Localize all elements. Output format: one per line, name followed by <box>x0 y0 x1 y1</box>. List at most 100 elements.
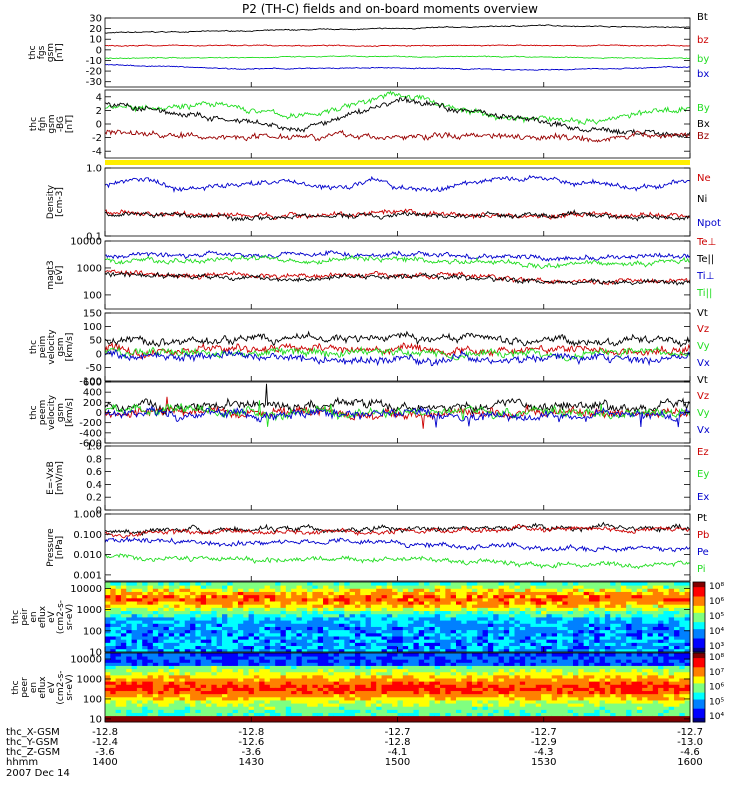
spectrogram-cell <box>424 601 430 605</box>
spectrogram-cell <box>424 715 430 720</box>
spectrogram-cell <box>418 668 425 673</box>
spectrogram-cell <box>604 715 611 720</box>
spectrogram-cell <box>392 617 398 621</box>
spectrogram-cell <box>413 588 420 592</box>
spectrogram-cell <box>434 642 441 647</box>
spectrogram-cell <box>264 636 271 640</box>
spectrogram-cell <box>120 604 127 608</box>
spectrogram-cell <box>642 626 648 631</box>
spectrogram-cell <box>291 607 297 612</box>
spectrogram-cell <box>514 610 521 615</box>
spectrogram-cell <box>365 687 372 692</box>
spectrogram-cell <box>147 623 154 627</box>
spectrogram-cell <box>615 626 622 631</box>
spectrogram-cell <box>429 706 436 710</box>
spectrogram-cell <box>110 604 117 608</box>
spectrogram-cell <box>546 668 553 673</box>
spectrogram-cell <box>386 687 393 692</box>
spectrogram-cell <box>434 648 441 653</box>
spectrogram-cell <box>631 659 638 663</box>
spectrogram-cell <box>211 585 218 589</box>
spectrogram-cell <box>397 591 404 596</box>
spectrogram-cell <box>674 610 680 615</box>
spectrogram-cell <box>674 597 680 602</box>
spectrogram-cell <box>514 648 521 653</box>
spectrogram-cell <box>317 588 324 592</box>
spectrogram-cell <box>200 607 207 612</box>
spectrogram-cell <box>626 601 632 605</box>
spectrogram-cell <box>386 620 393 624</box>
spectrogram-cell <box>376 604 382 608</box>
spectrogram-cell <box>158 623 164 627</box>
spectrogram-cell <box>168 620 175 624</box>
spectrogram-cell <box>588 712 595 717</box>
spectrogram-cell <box>237 684 244 688</box>
spectrogram-cell <box>647 582 654 586</box>
spectrogram-cell <box>519 613 526 618</box>
spectrogram-cell <box>301 706 308 710</box>
spectrogram-cell <box>434 632 441 637</box>
spectrogram-cell <box>604 642 611 647</box>
spectrogram-cell <box>557 623 563 627</box>
spectrogram-cell <box>440 696 446 701</box>
spectrogram-cell <box>594 700 600 704</box>
y-axis-label: gsm <box>56 403 66 422</box>
spectrogram-cell <box>317 671 324 676</box>
spectrogram-cell <box>158 601 164 605</box>
spectrogram-cell <box>626 629 632 634</box>
spectrogram-cell <box>541 642 547 647</box>
spectrogram-cell <box>583 703 590 707</box>
spectrogram-cell <box>514 632 521 637</box>
spectrogram-cell <box>227 659 234 663</box>
spectrogram-cell <box>120 656 127 660</box>
spectrogram-cell <box>440 620 446 624</box>
spectrogram-cell <box>110 662 117 666</box>
spectrogram-cell <box>232 639 239 643</box>
spectrogram-cell <box>413 718 420 723</box>
spectrogram-cell <box>147 696 154 701</box>
spectrogram-cell <box>588 718 595 723</box>
spectrogram-cell <box>514 653 521 657</box>
spectrogram-cell <box>429 626 436 631</box>
spectrogram-cell <box>636 674 643 679</box>
spectrogram-cell <box>434 610 441 615</box>
spectrogram-cell <box>514 690 521 695</box>
spectrogram-cell <box>684 588 691 592</box>
spectrogram-cell <box>136 674 143 679</box>
spectrogram-cell <box>461 601 468 605</box>
spectrogram-cell <box>296 604 303 608</box>
spectrogram-cell <box>578 645 585 650</box>
spectrogram-cell <box>562 620 569 624</box>
spectrogram-cell <box>333 668 340 673</box>
spectrogram-cell <box>275 597 281 602</box>
spectrogram-cell <box>301 656 308 660</box>
spectrogram-cell <box>434 626 441 631</box>
spectrogram-cell <box>184 604 191 608</box>
spectrogram-cell <box>402 709 409 713</box>
spectrogram-cell <box>381 591 388 596</box>
spectrogram-cell <box>248 712 255 717</box>
spectrogram-cell <box>525 665 531 670</box>
series-line <box>105 208 690 222</box>
spectrogram-cell <box>259 681 265 685</box>
spectrogram-cell <box>402 678 409 682</box>
spectrogram-cell <box>296 684 303 688</box>
spectrogram-cell <box>567 639 574 643</box>
spectrogram-cell <box>578 588 585 592</box>
spectrogram-cell <box>307 709 313 713</box>
spectrogram-cell <box>471 632 478 637</box>
spectrogram-cell <box>344 693 351 698</box>
spectrogram-cell <box>110 613 117 618</box>
spectrogram-cell <box>450 582 457 586</box>
spectrogram-cell <box>562 623 569 627</box>
spectrogram-cell <box>626 668 632 673</box>
spectrogram-cell <box>604 718 611 723</box>
spectrogram-cell <box>636 653 643 657</box>
spectrogram-cell <box>413 636 420 640</box>
spectrogram-cell <box>200 690 207 695</box>
spectrogram-cell <box>248 636 255 640</box>
spectrogram-cell <box>493 623 499 627</box>
spectrogram-cell <box>503 696 510 701</box>
spectrogram-cell <box>264 659 271 663</box>
spectrogram-cell <box>408 636 414 640</box>
